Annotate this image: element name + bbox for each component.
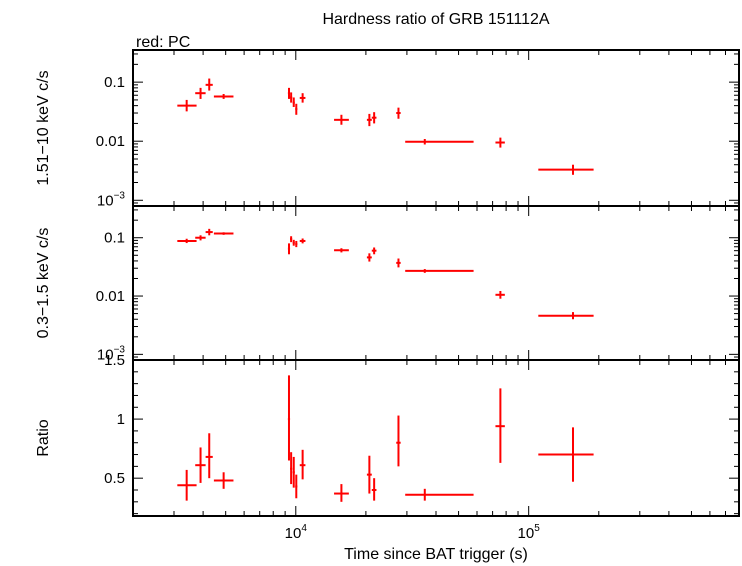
x-axis-label: Time since BAT trigger (s): [344, 546, 528, 563]
data-point: [177, 469, 197, 501]
y-tick-label: 0.1: [104, 74, 125, 91]
data-point: [290, 92, 293, 103]
data-point: [205, 78, 213, 91]
y-tick-label: 10−3: [97, 344, 126, 363]
data-point: [299, 238, 306, 244]
data-point: [538, 312, 594, 320]
data-point: [213, 93, 234, 99]
data-point: [495, 291, 505, 299]
data-point: [396, 258, 401, 268]
panel-ratio: 0.5 1 1.5 Ratio 104 105: [35, 352, 740, 542]
data-point: [290, 236, 293, 243]
data-point: [292, 239, 295, 246]
data-point: [371, 112, 377, 124]
data-point: [366, 253, 372, 262]
data-point: [213, 472, 234, 489]
data-point: [295, 103, 298, 115]
data-point: [177, 99, 197, 112]
data-point: [287, 375, 291, 461]
y-axis-label-soft: 0.3−1.5 keV c/s: [35, 228, 52, 339]
data-point: [396, 415, 401, 467]
data-point: [177, 238, 197, 244]
data-point: [299, 93, 306, 103]
data-point: [295, 474, 298, 499]
data-point: [205, 433, 213, 479]
data-point: [287, 87, 291, 99]
data-point: [295, 240, 298, 248]
x-tick-label: 104: [285, 523, 308, 542]
data-point: [538, 164, 594, 175]
data-point: [405, 488, 474, 501]
y-axis-label-hard: 1.51−10 keV c/s: [35, 70, 52, 185]
x-tick-label: 105: [518, 523, 541, 542]
data-point: [287, 243, 291, 255]
data-point: [292, 456, 295, 488]
data-point: [366, 113, 372, 127]
chart-panels: 0.1 0.01 10−3 1.51−10 keV c/s 0.1 0.01 10−3 0.3…: [35, 49, 740, 542]
y-tick-label: 0.01: [96, 133, 125, 150]
panel-soft: 0.1 0.01 10−3 0.3−1.5 keV c/s: [35, 205, 740, 363]
data-point: [334, 484, 349, 502]
y-tick-label: 1.5: [104, 352, 125, 369]
y-tick-label: 1: [117, 411, 125, 428]
data-point: [495, 137, 505, 148]
panel-frame-ratio: [132, 359, 740, 517]
data-point: [334, 248, 349, 253]
data-point: [405, 269, 474, 273]
data-point: [205, 228, 213, 236]
data-point: [299, 449, 306, 480]
data-point: [213, 232, 234, 235]
data-point: [366, 455, 372, 494]
chart-subtitle: red: PC: [136, 34, 190, 51]
data-point: [495, 388, 505, 463]
data-point: [371, 247, 377, 255]
y-tick-label: 10−3: [97, 190, 126, 209]
data-point: [195, 447, 206, 483]
y-tick-label: 0.5: [104, 470, 125, 487]
data-point: [396, 107, 401, 119]
data-point: [538, 427, 594, 482]
y-axis-label-ratio: Ratio: [35, 419, 52, 456]
panel-frame-soft: [132, 205, 740, 361]
panel-hard: 0.1 0.01 10−3 1.51−10 keV c/s: [35, 49, 740, 209]
data-point: [195, 87, 206, 99]
y-tick-label: 0.01: [96, 288, 125, 305]
data-point: [334, 114, 349, 125]
data-point: [371, 478, 377, 501]
y-tick-label: 0.1: [104, 230, 125, 247]
chart-title: Hardness ratio of GRB 151112A: [322, 11, 549, 28]
data-point: [290, 452, 293, 485]
data-point: [292, 97, 295, 107]
panel-frame-hard: [132, 49, 740, 207]
data-point: [195, 235, 206, 241]
data-point: [405, 138, 474, 145]
